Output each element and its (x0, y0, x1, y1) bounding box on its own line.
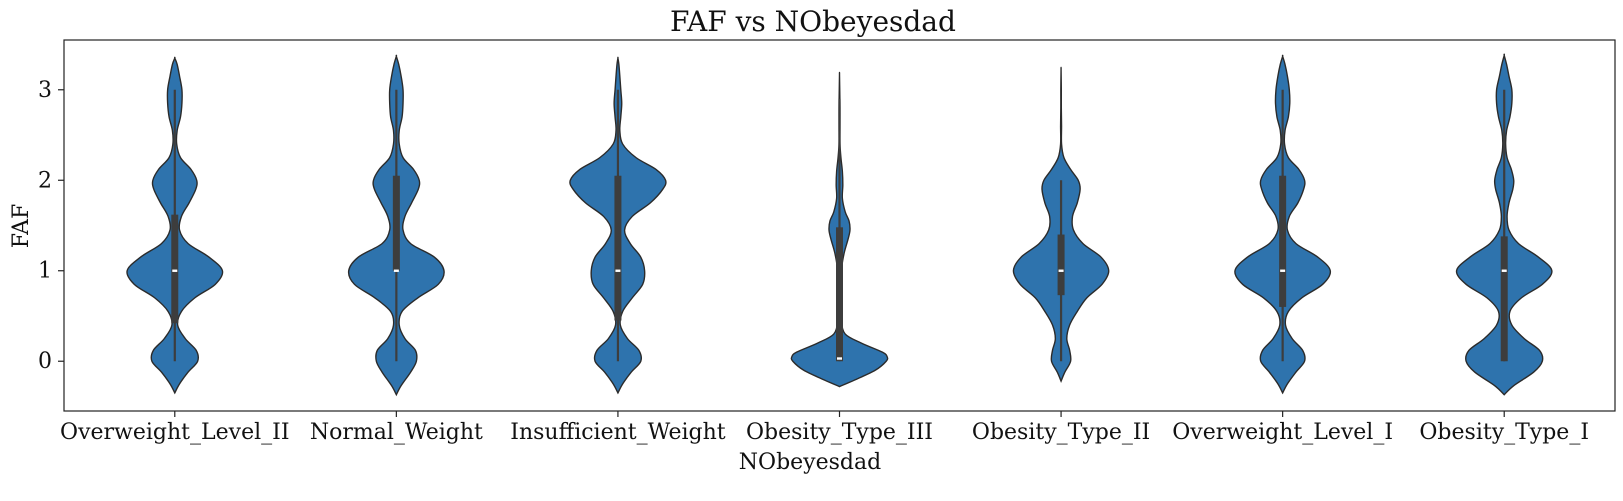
x-tick-label: Obesity_Type_II (972, 420, 1150, 445)
violin-Overweight_Level_II (126, 56, 224, 395)
median-marker (837, 357, 842, 360)
violins-layer (126, 53, 1553, 397)
median-marker (1058, 269, 1064, 272)
x-tick-label: Obesity_Type_I (1419, 420, 1589, 445)
violin-Obesity_Type_II (1012, 66, 1110, 383)
iqr-box (171, 214, 179, 324)
y-tick-label: 2 (38, 168, 52, 193)
iqr-box (1500, 236, 1508, 362)
median-marker (1501, 269, 1507, 272)
violin-Normal_Weight (347, 54, 445, 397)
iqr-box (392, 175, 400, 271)
x-tick-label: Normal_Weight (310, 420, 483, 445)
violin-Overweight_Level_I (1234, 54, 1332, 395)
plot-frame (63, 39, 1616, 412)
chart-title: FAF vs NObeyesdad (670, 5, 956, 38)
iqr-box (614, 175, 622, 321)
x-axis: Overweight_Level_II Normal_Weight Insuffic… (60, 411, 1589, 445)
x-axis-label: NObeyesdad (739, 450, 881, 475)
median-marker (172, 269, 178, 272)
median-marker (615, 269, 621, 272)
iqr-box (1057, 234, 1065, 296)
median-marker (393, 269, 399, 272)
x-tick-label: Insufficient_Weight (510, 420, 725, 445)
x-tick-label: Overweight_Level_I (1172, 420, 1393, 445)
y-tick-label: 0 (38, 349, 52, 374)
iqr-box (1279, 175, 1287, 307)
violin-Obesity_Type_I (1455, 53, 1553, 396)
y-tick-label: 1 (38, 259, 52, 284)
iqr-box (836, 227, 843, 362)
violin-Insufficient_Weight (569, 56, 667, 395)
x-tick-label: Obesity_Type_III (746, 420, 933, 445)
violin-Obesity_Type_III (790, 71, 889, 388)
y-tick-label: 3 (38, 78, 52, 103)
y-axis: 0 1 2 3 (38, 78, 64, 374)
y-axis-label: FAF (9, 204, 34, 249)
median-marker (1280, 269, 1286, 272)
x-tick-label: Overweight_Level_II (60, 420, 289, 445)
